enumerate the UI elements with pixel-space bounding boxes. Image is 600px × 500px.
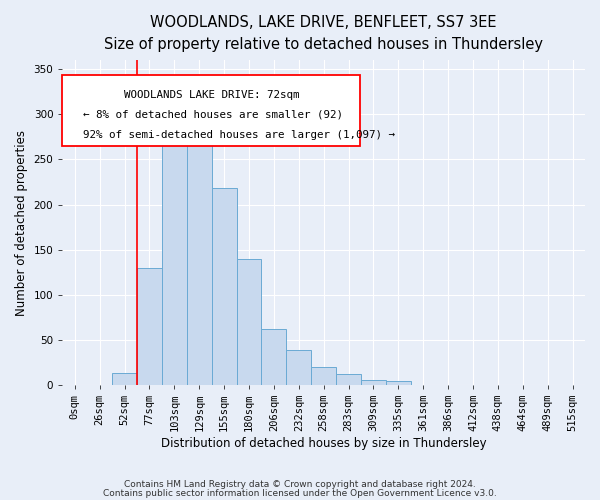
Text: Contains HM Land Registry data © Crown copyright and database right 2024.: Contains HM Land Registry data © Crown c…: [124, 480, 476, 489]
Text: ← 8% of detached houses are smaller (92): ← 8% of detached houses are smaller (92): [83, 110, 343, 120]
Title: WOODLANDS, LAKE DRIVE, BENFLEET, SS7 3EE
Size of property relative to detached h: WOODLANDS, LAKE DRIVE, BENFLEET, SS7 3EE…: [104, 15, 543, 52]
Bar: [311, 367, 336, 385]
Bar: [336, 374, 361, 385]
Bar: [236, 258, 262, 385]
Bar: [162, 144, 187, 385]
Text: Contains public sector information licensed under the Open Government Licence v3: Contains public sector information licen…: [103, 488, 497, 498]
Bar: [262, 329, 286, 385]
Bar: [212, 188, 236, 385]
Text: 92% of semi-detached houses are larger (1,097) →: 92% of semi-detached houses are larger (…: [83, 130, 395, 140]
X-axis label: Distribution of detached houses by size in Thundersley: Distribution of detached houses by size …: [161, 437, 487, 450]
Y-axis label: Number of detached properties: Number of detached properties: [15, 130, 28, 316]
Bar: [286, 350, 311, 385]
FancyBboxPatch shape: [62, 75, 360, 146]
Text: WOODLANDS LAKE DRIVE: 72sqm: WOODLANDS LAKE DRIVE: 72sqm: [124, 90, 299, 100]
Bar: [386, 382, 411, 385]
Bar: [112, 373, 137, 385]
Bar: [361, 380, 386, 385]
Bar: [187, 126, 212, 385]
Bar: [137, 268, 162, 385]
